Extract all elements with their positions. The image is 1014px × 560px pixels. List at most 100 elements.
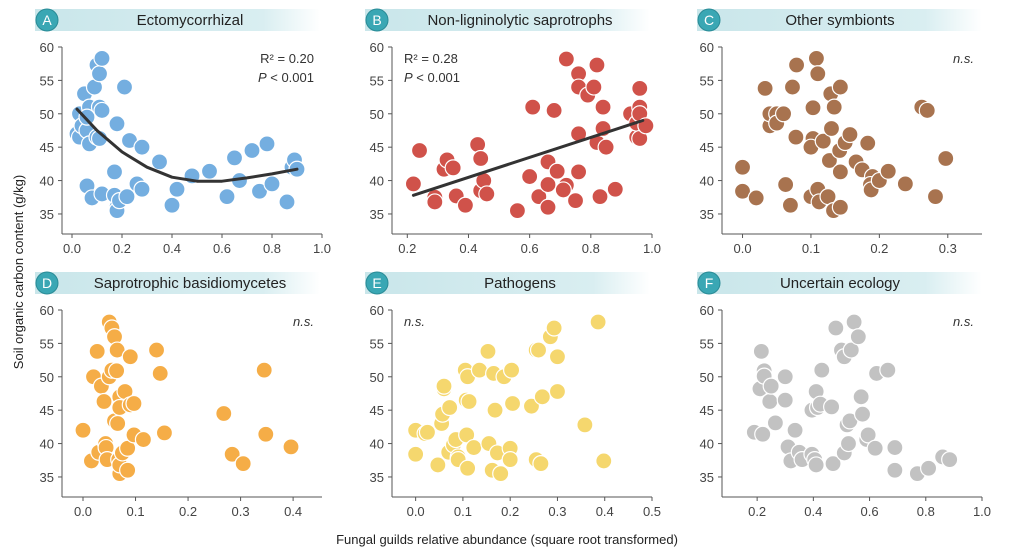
data-point (824, 455, 842, 473)
x-tick-label: 0.4 (284, 504, 302, 519)
data-point (754, 425, 772, 443)
y-tick-label: 45 (700, 403, 714, 418)
y-tick-label: 50 (40, 107, 54, 122)
data-point (839, 434, 858, 453)
data-point (776, 368, 794, 386)
data-point (781, 196, 800, 214)
x-tick-label: 0.0 (63, 241, 81, 256)
y-tick-label: 55 (40, 73, 54, 88)
data-point (418, 423, 437, 441)
data-point (88, 342, 106, 361)
data-point (783, 78, 802, 96)
panel-a: A Ectomycorrhizal 35 40 45 50 55 60 0.0 0.2 0.4 0.6… (35, 8, 331, 256)
data-point (762, 377, 780, 395)
data-point (74, 421, 92, 439)
data-point (787, 128, 805, 146)
data-point (569, 163, 588, 181)
x-tick-label: 0.4 (459, 241, 477, 256)
data-point (589, 313, 607, 331)
data-point (786, 421, 804, 439)
data-point (776, 391, 794, 409)
data-point (809, 65, 827, 83)
data-point (594, 98, 612, 116)
stat-label: P < 0.001 (258, 70, 314, 85)
panel-title: Other symbionts (785, 12, 894, 29)
data-point (845, 313, 863, 331)
data-point (588, 56, 606, 74)
y-tick-label: 60 (700, 40, 714, 55)
data-point (163, 196, 181, 214)
data-point (554, 181, 572, 199)
significance-label: n.s. (953, 314, 974, 329)
x-tick-label: 0.6 (521, 241, 539, 256)
data-point (879, 361, 897, 379)
panel-letter: B (372, 12, 381, 28)
data-point (168, 180, 186, 198)
panel-b: B Non-ligninolytic saprotrophs 35 40 45 50 55 6… (365, 8, 661, 256)
x-tick-label: 0.0 (407, 504, 425, 519)
data-point (278, 193, 296, 211)
data-point (218, 188, 236, 206)
panel-e: E Pathogens 35 40 45 50 55 60 0.0 0.1 0.2 0.3 0.4 0.5… (365, 271, 661, 519)
data-point (827, 319, 845, 337)
data-point (831, 163, 849, 181)
panel-badge (697, 8, 721, 32)
data-point (263, 175, 281, 193)
data-point (814, 132, 832, 150)
y-tick-label: 60 (370, 40, 384, 55)
data-point (486, 401, 504, 419)
data-point (761, 392, 779, 411)
data-point (529, 341, 548, 359)
data-point (492, 465, 510, 483)
y-tick-label: 40 (370, 437, 384, 452)
y-tick-label: 35 (370, 207, 384, 222)
data-point (859, 426, 877, 444)
panel-title: Non-ligninolytic saprotrophs (427, 12, 612, 29)
y-axis-label: Soil organic carbon content (g/kg) (11, 175, 26, 369)
panel-badge (697, 271, 721, 295)
x-tick-label: 0.0 (733, 241, 751, 256)
data-point (90, 65, 109, 83)
x-tick-label: 0.4 (804, 504, 822, 519)
data-point (866, 439, 884, 457)
panel-badge (365, 8, 389, 32)
data-point (93, 101, 111, 120)
panel-title: Uncertain ecology (780, 275, 901, 292)
y-tick-label: 50 (700, 370, 714, 385)
data-point (469, 135, 487, 154)
y-tick-label: 40 (700, 437, 714, 452)
panel-header-bar (697, 9, 982, 31)
panel-header-bar (35, 272, 320, 294)
panel-letter: A (42, 12, 52, 28)
y-tick-label: 40 (40, 174, 54, 189)
data-point (597, 138, 615, 156)
data-point (859, 134, 877, 152)
data-point (508, 202, 527, 220)
x-tick-label: 0.3 (939, 241, 957, 256)
y-tick-label: 60 (370, 303, 384, 318)
data-point (441, 398, 459, 417)
y-tick-label: 50 (370, 370, 384, 385)
data-point (766, 414, 785, 432)
data-point (841, 125, 859, 144)
data-point (108, 115, 126, 133)
data-point (774, 105, 793, 123)
data-point (941, 451, 959, 469)
data-point (524, 98, 542, 116)
data-point (521, 167, 539, 186)
data-point (282, 438, 300, 456)
data-point (807, 49, 826, 67)
data-point (548, 348, 567, 366)
fit-line (411, 119, 645, 197)
data-point (585, 78, 603, 96)
data-point (118, 188, 136, 206)
data-point (151, 364, 169, 383)
data-point (115, 78, 134, 96)
x-tick-label: 0.8 (582, 241, 600, 256)
data-point (150, 153, 169, 171)
significance-label: n.s. (293, 314, 314, 329)
x-tick-label: 1.0 (313, 241, 331, 256)
x-tick-label: 0.2 (113, 241, 131, 256)
y-tick-label: 60 (40, 303, 54, 318)
